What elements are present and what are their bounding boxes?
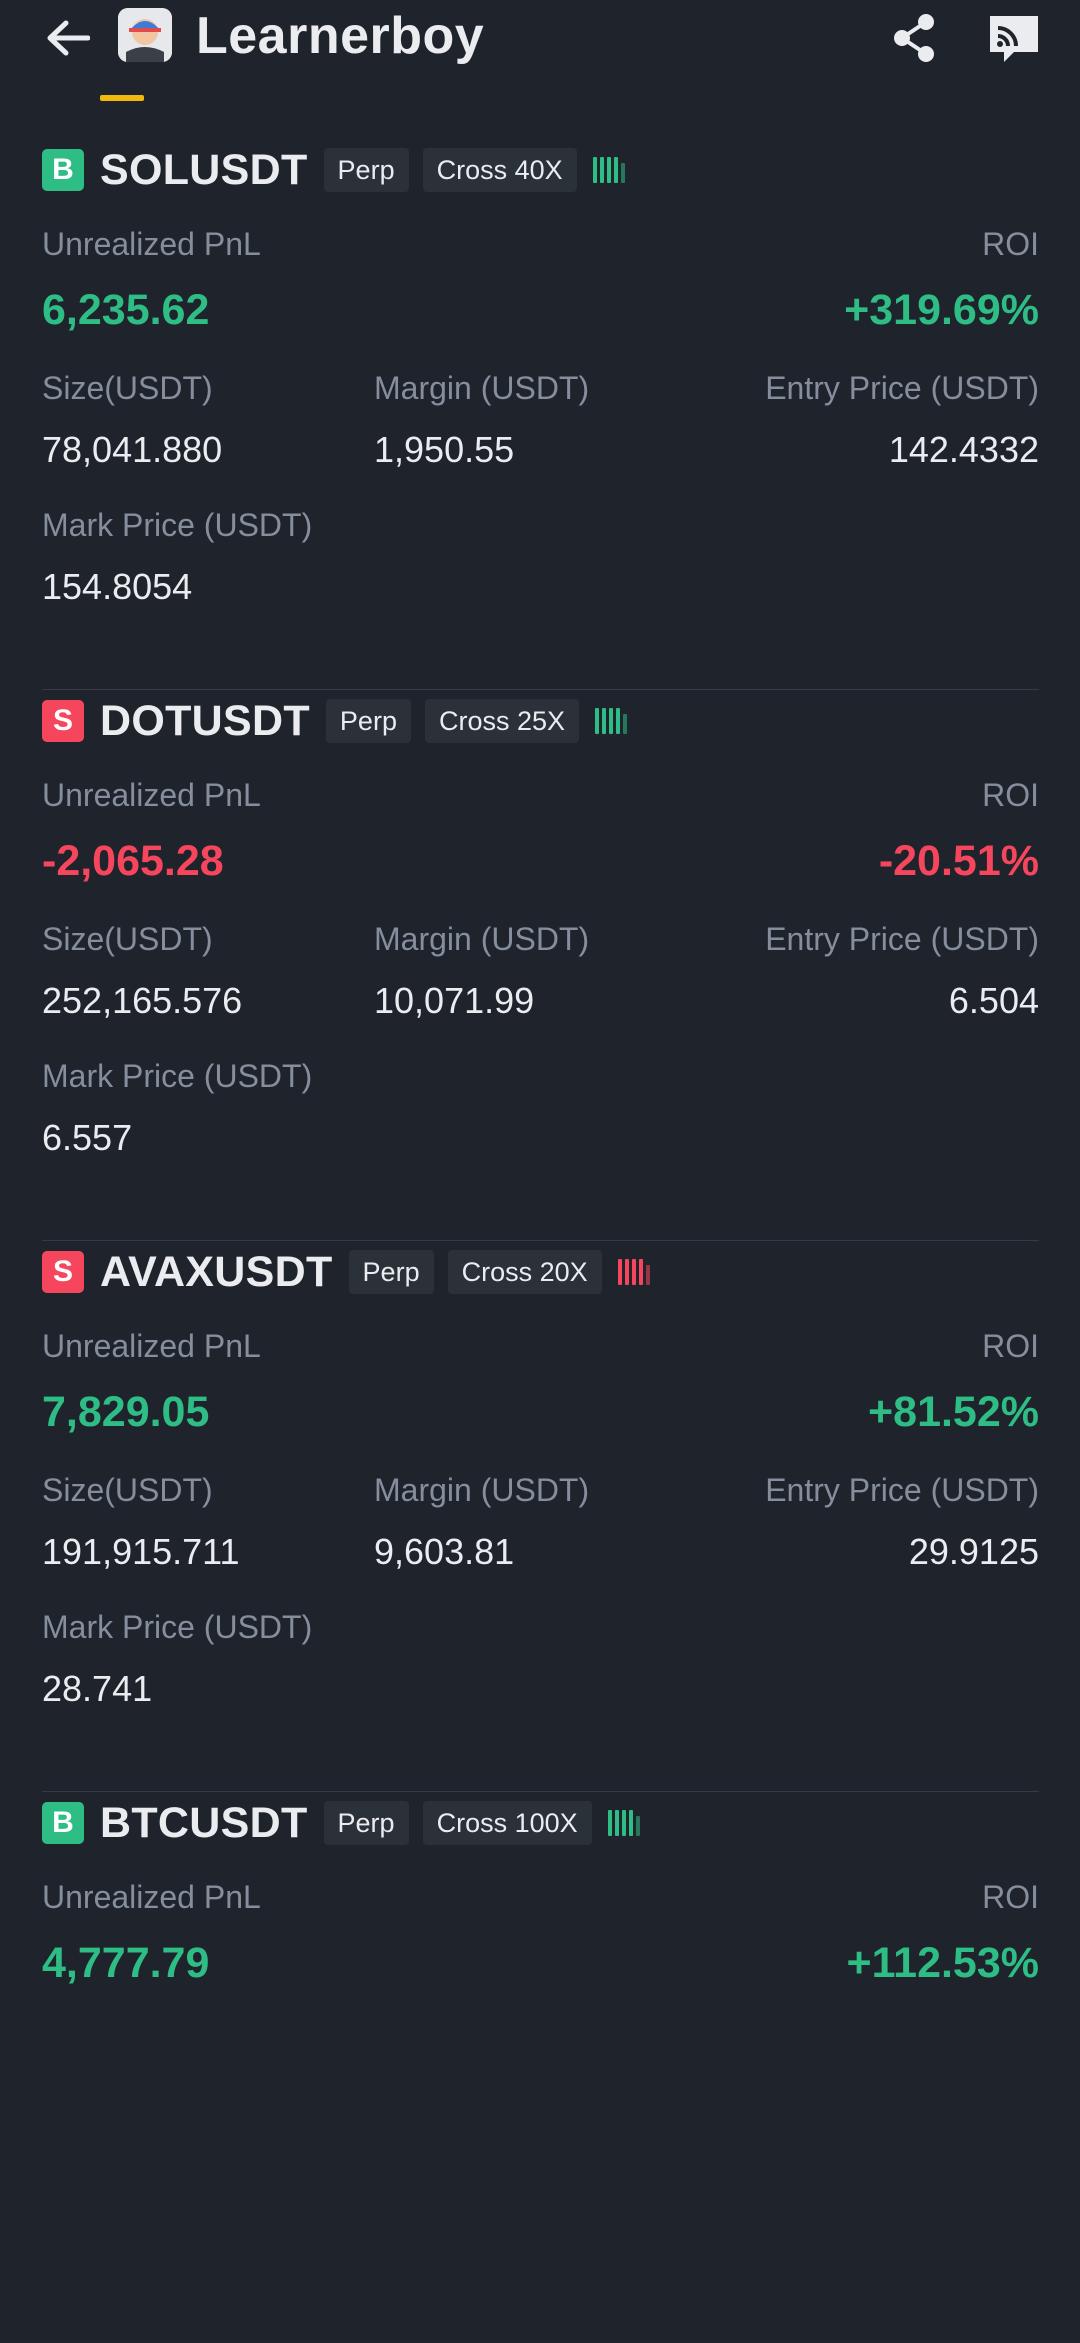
- mark-price-value: 28.741: [42, 1668, 153, 1709]
- symbol-name[interactable]: DOTUSDT: [100, 696, 310, 745]
- roi-label: ROI: [982, 1879, 1039, 1915]
- adl-indicator-icon: [592, 153, 628, 187]
- unrealized-pnl-value: -2,065.28: [42, 837, 224, 885]
- roi-label: ROI: [982, 226, 1039, 262]
- divider: [42, 689, 1039, 690]
- adl-indicator-icon: [617, 1255, 653, 1289]
- margin-value: 1,950.55: [374, 429, 515, 470]
- unrealized-pnl-value: 4,777.79: [42, 1939, 210, 1987]
- roi-label: ROI: [982, 777, 1039, 813]
- page-title: Learnerboy: [196, 7, 485, 65]
- mark-price-label: Mark Price (USDT): [42, 1609, 313, 1645]
- leverage-tag[interactable]: Cross 100X: [422, 1801, 592, 1845]
- unrealized-pnl-label: Unrealized PnL: [42, 777, 261, 813]
- unrealized-pnl-label: Unrealized PnL: [42, 1879, 261, 1915]
- share-icon[interactable]: [888, 10, 944, 66]
- roi-value: +112.53%: [846, 1939, 1040, 1987]
- entry-price-value: 29.9125: [908, 1531, 1039, 1572]
- position-card[interactable]: S AVAXUSDT Perp Cross 20X Unrealized PnL…: [42, 1242, 1039, 1792]
- divider: [42, 1791, 1039, 1792]
- symbol-name[interactable]: AVAXUSDT: [100, 1247, 333, 1296]
- position-card[interactable]: B BTCUSDT Perp Cross 100X Unrealized PnL…: [42, 1793, 1039, 2343]
- mark-price-label: Mark Price (USDT): [42, 507, 313, 543]
- side-badge: S: [42, 1251, 84, 1293]
- entry-price-label: Entry Price (USDT): [765, 370, 1039, 406]
- side-badge: B: [42, 1802, 84, 1844]
- entry-price-value: 6.504: [948, 980, 1039, 1021]
- symbol-row: B BTCUSDT Perp Cross 100X: [42, 1793, 643, 1853]
- leverage-tag[interactable]: Cross 40X: [422, 148, 577, 192]
- contract-type-tag: Perp: [325, 699, 411, 743]
- margin-value: 9,603.81: [374, 1531, 515, 1572]
- entry-price-value: 142.4332: [888, 429, 1039, 470]
- size-value: 191,915.711: [42, 1531, 240, 1572]
- unrealized-pnl-label: Unrealized PnL: [42, 1328, 261, 1364]
- side-badge: S: [42, 700, 84, 742]
- entry-price-label: Entry Price (USDT): [765, 1472, 1039, 1508]
- entry-price-label: Entry Price (USDT): [765, 921, 1039, 957]
- adl-indicator-icon: [607, 1806, 643, 1840]
- size-label: Size(USDT): [42, 921, 213, 957]
- contract-type-tag: Perp: [348, 1250, 434, 1294]
- contract-type-tag: Perp: [323, 148, 409, 192]
- unrealized-pnl-value: 6,235.62: [42, 286, 210, 334]
- back-arrow-icon[interactable]: [40, 10, 96, 66]
- roi-value: -20.51%: [878, 837, 1039, 885]
- unrealized-pnl-label: Unrealized PnL: [42, 226, 261, 262]
- leverage-tag[interactable]: Cross 25X: [424, 699, 580, 743]
- tab-indicator: [100, 95, 144, 101]
- mark-price-label: Mark Price (USDT): [42, 1058, 313, 1094]
- screencast-icon[interactable]: [984, 8, 1044, 68]
- contract-type-tag: Perp: [323, 1801, 409, 1845]
- unrealized-pnl-value: 7,829.05: [42, 1388, 210, 1436]
- position-card[interactable]: B SOLUSDT Perp Cross 40X Unrealized PnL …: [42, 140, 1039, 690]
- size-label: Size(USDT): [42, 1472, 213, 1508]
- size-label: Size(USDT): [42, 370, 213, 406]
- top-bar: Learnerboy: [0, 0, 1080, 110]
- leverage-tag[interactable]: Cross 20X: [447, 1250, 602, 1294]
- margin-label: Margin (USDT): [374, 921, 590, 957]
- symbol-name[interactable]: BTCUSDT: [100, 1798, 308, 1847]
- side-badge: B: [42, 149, 84, 191]
- symbol-row: S AVAXUSDT Perp Cross 20X: [42, 1242, 653, 1302]
- avatar[interactable]: [118, 8, 172, 62]
- adl-indicator-icon: [595, 704, 630, 738]
- symbol-name[interactable]: SOLUSDT: [100, 145, 308, 194]
- margin-label: Margin (USDT): [374, 370, 590, 406]
- symbol-row: S DOTUSDT Perp Cross 25X: [42, 691, 630, 751]
- mark-price-value: 6.557: [42, 1117, 133, 1158]
- size-value: 78,041.880: [42, 429, 223, 470]
- margin-label: Margin (USDT): [374, 1472, 590, 1508]
- roi-label: ROI: [982, 1328, 1039, 1364]
- roi-value: +319.69%: [844, 286, 1039, 334]
- size-value: 252,165.576: [42, 980, 243, 1021]
- roi-value: +81.52%: [868, 1388, 1039, 1436]
- divider: [42, 1240, 1039, 1241]
- position-card[interactable]: S DOTUSDT Perp Cross 25X Unrealized PnL …: [42, 691, 1039, 1241]
- mark-price-value: 154.8054: [42, 566, 193, 607]
- margin-value: 10,071.99: [374, 980, 535, 1021]
- symbol-row: B SOLUSDT Perp Cross 40X: [42, 140, 628, 200]
